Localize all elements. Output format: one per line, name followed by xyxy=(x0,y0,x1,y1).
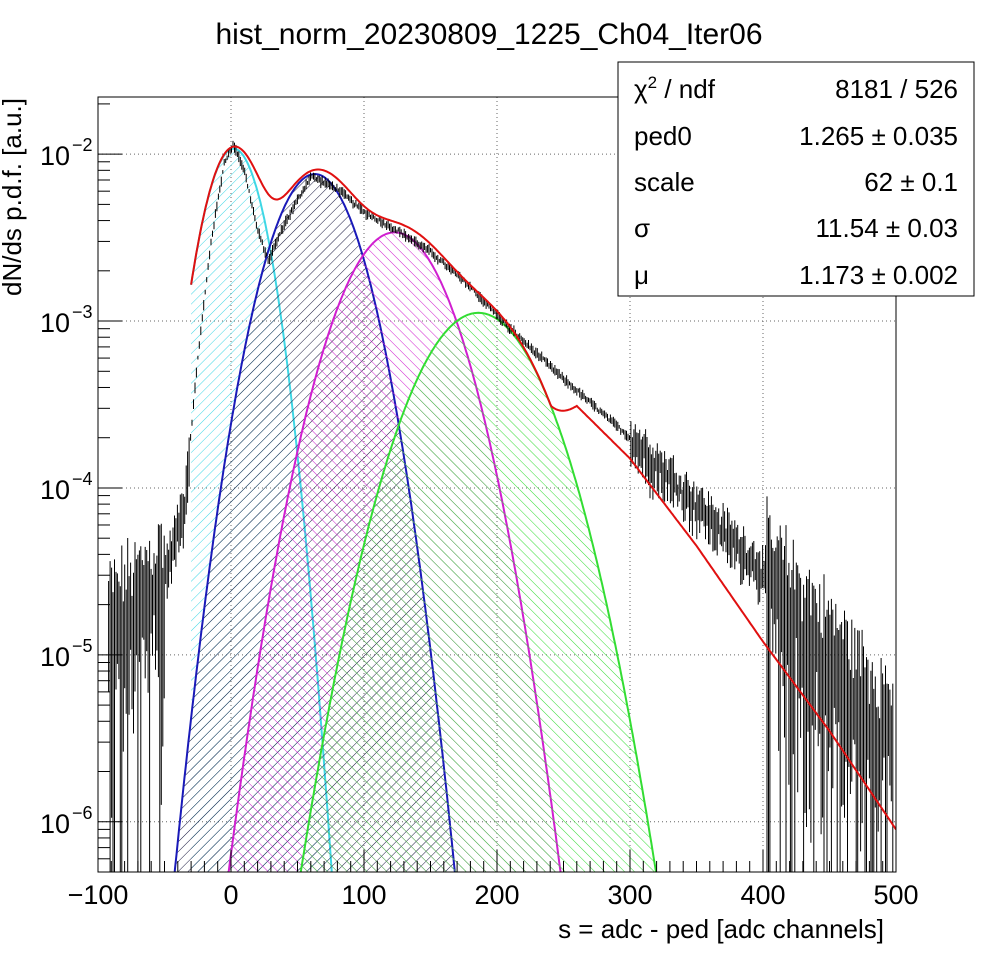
stats-label-2: scale xyxy=(634,167,695,197)
stats-box: χ2 / ndf 8181 / 526 ped0 1.265 ± 0.035 scale… xyxy=(617,61,975,297)
x-axis: −100 0 100 200 300 400 500 xyxy=(68,850,919,910)
x-tick-label-1: 0 xyxy=(223,880,238,910)
stats-value-3: 11.54 ± 0.03 xyxy=(816,213,958,243)
x-tick-label-4: 300 xyxy=(607,880,652,910)
y-tick-label-0: 10 xyxy=(40,809,70,839)
y-tick-label-3: 10 xyxy=(40,308,70,338)
y-tick-exponent-0: −6 xyxy=(72,803,93,823)
component-curve-3 xyxy=(299,311,658,872)
x-tick-label-6: 500 xyxy=(873,880,918,910)
stats-label-0: χ2 / ndf xyxy=(634,73,716,104)
stats-label-4: μ xyxy=(634,260,649,290)
x-axis-label: s = adc - ped [adc channels] xyxy=(558,914,884,944)
stats-value-1: 1.265 ± 0.035 xyxy=(799,121,958,151)
y-tick-exponent-4: −2 xyxy=(72,135,93,155)
fit-components xyxy=(169,147,664,872)
y-tick-exponent-1: −5 xyxy=(72,636,93,656)
component-fill-3 xyxy=(293,312,664,872)
chart-title: hist_norm_20230809_1225_Ch04_Iter06 xyxy=(215,18,762,51)
stats-box-frame xyxy=(617,61,975,297)
y-tick-exponent-3: −3 xyxy=(72,302,93,322)
total-fit xyxy=(190,145,896,830)
y-tick-label-1: 10 xyxy=(40,642,70,672)
y-tick-label-2: 10 xyxy=(40,475,70,505)
x-tick-label-0: −100 xyxy=(68,880,129,910)
y-tick-exponent-2: −4 xyxy=(72,469,93,489)
stats-value-2: 62 ± 0.1 xyxy=(864,167,958,197)
stats-value-0: 8181 / 526 xyxy=(835,74,958,104)
stats-value-4: 1.173 ± 0.002 xyxy=(799,260,958,290)
total-fit-curve xyxy=(190,145,896,830)
stats-label-1: ped0 xyxy=(634,121,692,151)
x-tick-label-5: 400 xyxy=(740,880,785,910)
x-tick-label-3: 200 xyxy=(474,880,519,910)
y-tick-label-4: 10 xyxy=(40,141,70,171)
x-tick-label-2: 100 xyxy=(341,880,386,910)
data-series xyxy=(108,140,894,872)
stats-label-3: σ xyxy=(634,213,650,243)
y-axis-label: dN/ds p.d.f. [a.u.] xyxy=(0,98,27,296)
y-axis: 10−610−510−410−310−2 xyxy=(40,103,122,873)
